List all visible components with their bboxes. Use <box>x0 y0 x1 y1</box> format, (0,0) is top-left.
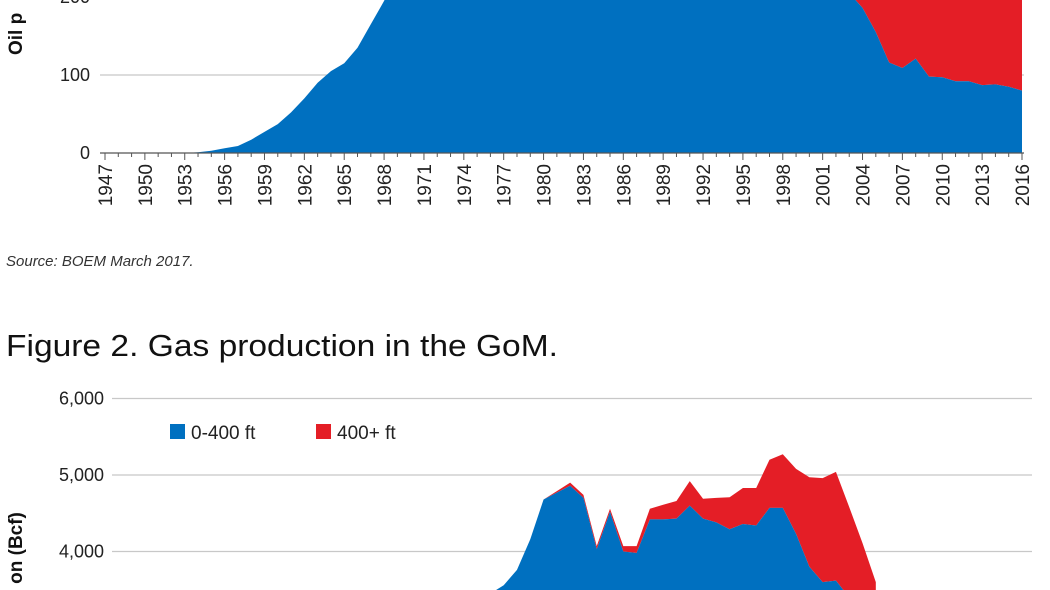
oil-y-tick-label: 100 <box>60 65 90 85</box>
gas-y-tick-label: 5,000 <box>59 465 104 485</box>
oil-x-tick-label: 2007 <box>893 164 914 206</box>
gas-area-400-plus-ft <box>496 454 876 590</box>
oil-x-tick-label: 1959 <box>255 164 276 206</box>
oil-x-tick-label: 1974 <box>455 164 476 207</box>
gas-area-0-400-ft <box>496 485 844 590</box>
oil-x-tick-label: 2001 <box>814 164 835 206</box>
oil-x-tick-label: 1992 <box>694 164 715 206</box>
oil-x-tick-label: 1983 <box>574 164 595 206</box>
oil-x-tick-label: 1953 <box>176 164 197 206</box>
gas-y-tick-label: 4,000 <box>59 542 104 562</box>
oil-x-tick-label: 1971 <box>415 164 436 206</box>
oil-x-tick-label: 1950 <box>136 164 157 206</box>
oil-y-tick-label: 0 <box>80 143 90 163</box>
source-note: Source: BOEM March 2017. <box>6 253 194 270</box>
oil-x-tick-label: 1977 <box>495 164 516 206</box>
oil-x-tick-label: 1956 <box>216 164 237 206</box>
gas-y-tick-label: 6,000 <box>59 389 104 409</box>
oil-x-tick-label: 1998 <box>774 164 795 206</box>
oil-y-tick-label: 200 <box>60 0 90 7</box>
figure-2-title: Figure 2. Gas production in the GoM. <box>6 328 558 363</box>
legend-label-shallow: 0-400 ft <box>191 423 256 444</box>
oil-production-chart: 1947 1950 1953 1956 1959 1962 1965 1968 1971 1974… <box>6 0 1034 206</box>
oil-x-tick-label: 2016 <box>1013 164 1034 206</box>
oil-area-0-400-ft <box>105 0 1022 153</box>
gas-production-chart: 6,000 5,000 4,000 on (Bcf) 0-400 ft 400+ f… <box>6 389 1032 590</box>
oil-x-tick-label: 1962 <box>295 164 316 206</box>
oil-x-tick-label: 1980 <box>535 164 556 206</box>
legend-label-deep: 400+ ft <box>337 423 396 444</box>
oil-x-tick-label: 2013 <box>973 164 994 206</box>
legend-swatch-shallow <box>170 424 185 439</box>
oil-x-tick-label: 1995 <box>734 164 755 206</box>
oil-x-tick-label: 1965 <box>335 164 356 206</box>
oil-x-tick-label: 2010 <box>933 164 954 206</box>
oil-x-tick-label: 1968 <box>375 164 396 206</box>
oil-y-axis-label: Oil p <box>6 13 27 55</box>
oil-x-tick-label: 2004 <box>854 164 875 207</box>
legend-swatch-deep <box>316 424 331 439</box>
gas-legend: 0-400 ft 400+ ft <box>170 423 396 444</box>
oil-x-tick-label: 1986 <box>614 164 635 206</box>
oil-x-tick-label: 1989 <box>654 164 675 206</box>
oil-area-400-plus-ft <box>105 0 1022 153</box>
oil-x-tick-label: 1947 <box>96 164 117 206</box>
gas-y-axis-label: on (Bcf) <box>6 512 27 584</box>
